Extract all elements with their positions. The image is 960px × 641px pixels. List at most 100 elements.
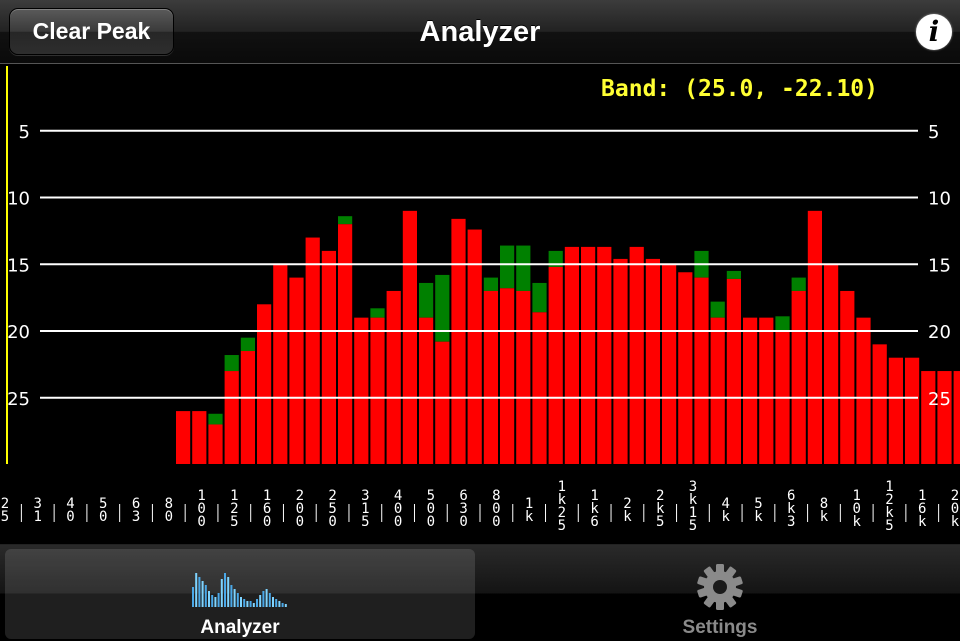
peak-mark <box>370 308 385 318</box>
bar <box>824 264 839 464</box>
y-tick-label-left: 10 <box>7 189 30 210</box>
y-tick-label-left: 20 <box>7 322 30 343</box>
peak-mark <box>338 216 353 225</box>
tab-settings[interactable]: Settings <box>485 549 955 639</box>
x-tick-labels: 2 5 3 1 4 0 5 0 6 3 8 0 1 0 0 1 2 5 1 6 0 2 0 0 2 5 0 3 1 5 4 0 0 5 0 0 6 3 0 8… <box>1 479 960 534</box>
bar <box>613 258 628 464</box>
bar <box>743 317 758 464</box>
y-tick-label-right: 10 <box>928 189 951 210</box>
peak-mark <box>791 277 806 291</box>
bar <box>791 290 806 464</box>
bar <box>435 341 450 464</box>
navigation-bar: Clear Peak Analyzer i <box>0 0 960 64</box>
tab-analyzer[interactable]: Analyzer <box>5 549 475 639</box>
bar <box>694 277 709 464</box>
bar <box>953 371 960 464</box>
bar <box>678 272 693 464</box>
gear-icon <box>697 564 743 610</box>
bar <box>370 317 385 464</box>
bar <box>500 288 515 464</box>
bar <box>807 210 822 464</box>
y-tick-label-right: 15 <box>928 255 951 276</box>
bar <box>629 246 644 464</box>
bars-group <box>176 210 960 464</box>
clear-peak-button[interactable]: Clear Peak <box>9 8 174 55</box>
bar <box>548 266 563 464</box>
y-tick-label-left: 5 <box>19 122 30 143</box>
tab-settings-label: Settings <box>682 617 758 638</box>
bar <box>937 371 952 464</box>
info-icon[interactable]: i <box>916 14 952 50</box>
bar <box>240 351 255 464</box>
peak-mark <box>419 282 434 318</box>
bar <box>532 312 547 464</box>
bar <box>856 317 871 464</box>
peak-mark <box>483 277 498 291</box>
bar <box>840 290 855 464</box>
spectrum-icon <box>192 573 287 607</box>
bar <box>645 258 660 464</box>
peak-mark <box>532 282 547 313</box>
bar <box>888 357 903 464</box>
bar <box>402 210 417 464</box>
y-tick-label-left: 25 <box>7 389 30 410</box>
bar <box>257 304 272 464</box>
bar <box>321 250 336 464</box>
bar <box>581 246 596 464</box>
bar <box>467 229 482 464</box>
peak-mark <box>516 245 531 291</box>
bar <box>597 246 612 464</box>
peak-mark <box>208 413 223 425</box>
tab-bar: Analyzer Settings <box>0 544 960 641</box>
y-tick-label-right: 20 <box>928 322 951 343</box>
bar <box>872 344 887 464</box>
bar <box>662 264 677 464</box>
bar <box>386 290 401 464</box>
bar <box>564 246 579 464</box>
peak-mark <box>240 337 255 352</box>
spectrum-analyzer-chart[interactable]: 5 5 10 10 15 15 20 20 25 25 2 5 3 1 4 0 5 0 6 3 8 0 1 0 0 1 2 5 1 6 0… <box>0 64 960 544</box>
bar <box>338 224 353 464</box>
bar <box>483 290 498 464</box>
y-tick-labels: 5 5 10 10 15 15 20 20 25 25 <box>7 122 951 410</box>
bar <box>710 317 725 464</box>
bar <box>726 278 741 464</box>
bar <box>208 424 223 464</box>
peak-mark <box>710 301 725 318</box>
peak-mark <box>775 316 790 331</box>
bar <box>451 218 466 464</box>
bar <box>921 371 936 464</box>
y-tick-label-right: 5 <box>928 122 939 143</box>
bar <box>289 277 304 464</box>
bar <box>224 371 239 464</box>
